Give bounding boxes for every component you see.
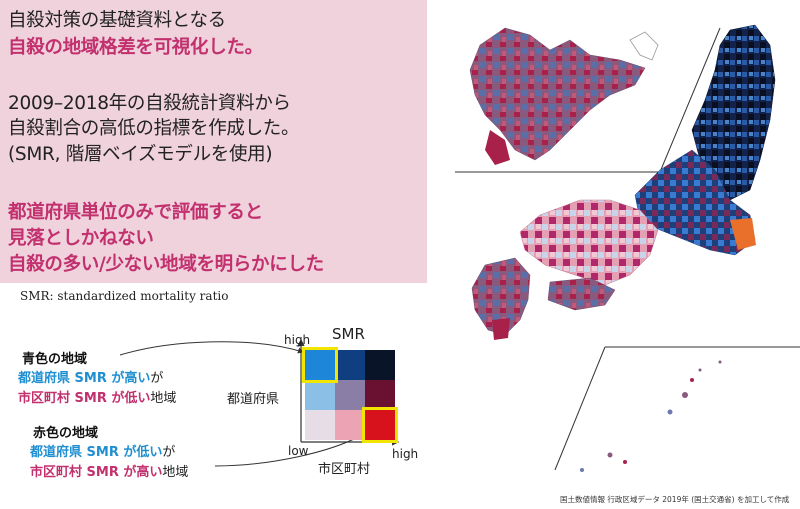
legend-highlight-blue (302, 347, 338, 383)
northern-islands-outline (629, 31, 659, 61)
blue-connector-arrow (119, 341, 304, 356)
blue-region-line-1: 都道府県 SMR が高いが (18, 370, 163, 388)
summary-line-1: 自殺対策の基礎資料となる (8, 10, 226, 31)
summary-line-8: 自殺の多い/少ない地域を明らかにした (8, 254, 324, 275)
map-credit: 国土数値情報 行政区域データ 2019年 (国土交通省) を加工して作成 (560, 495, 790, 504)
legend-cell-r0-c2 (365, 350, 395, 380)
summary-line-2: 自殺の地域格差を可視化した。 (8, 37, 263, 58)
y-axis-high-label: high (284, 333, 311, 347)
legend-cell-r1-c1 (335, 380, 365, 410)
kanto-coast-region (730, 218, 756, 250)
legend-cell-r0-c0 (305, 350, 335, 380)
summary-line-6: 都道府県単位のみで評価すると (8, 202, 263, 223)
red-region-line-2-suffix: 地域 (162, 465, 189, 480)
red-region-line-2: 市区町村 SMR が高い地域 (30, 464, 188, 482)
y-axis-title: 都道府県 (227, 392, 280, 407)
blue-region-line-2-suffix: 地域 (150, 391, 177, 406)
legend-highlight-red (362, 407, 398, 443)
legend-cell-r2-c0 (305, 410, 335, 440)
x-axis-high-label: high (392, 447, 419, 461)
legend-cell-r1-c2 (365, 380, 395, 410)
summary-line-3: 2009–2018年の自殺統計資料から (8, 93, 291, 114)
x-axis-title: 市区町村 (318, 462, 371, 477)
kinki-chugoku-region (519, 199, 659, 286)
inset-frame-hokkaido-side (659, 27, 721, 173)
legend-cell-r0-c1 (335, 350, 365, 380)
okinawa-islands (580, 360, 722, 472)
bivariate-title: SMR (332, 325, 365, 343)
kyushu-region (471, 257, 531, 336)
red-region-line-2-text: 市区町村 SMR が高い (30, 465, 163, 480)
blue-region-line-2-text: 市区町村 SMR が低い (18, 391, 151, 406)
red-region-line-1: 都道府県 SMR が低いが (30, 444, 175, 462)
legend-connectors (119, 338, 400, 467)
legend-cell-r1-c0 (305, 380, 335, 410)
legend-cell-r2-c1 (335, 410, 365, 440)
kyushu-south-region (492, 318, 510, 340)
blue-region-line-1-suffix: が (150, 371, 164, 386)
summary-line-5: (SMR, 階層ベイズモデルを使用) (8, 144, 273, 165)
red-region-line-1-text: 都道府県 SMR が低い (30, 445, 163, 460)
red-region-title: 赤色の地域 (33, 426, 99, 441)
summary-line-4: 自殺割合の高低の指標を作成した。 (8, 118, 300, 139)
legend-cell-r2-c2 (365, 410, 395, 440)
hokkaido-south-region (485, 130, 510, 165)
hokkaido-region (469, 27, 646, 161)
red-region-line-1-suffix: が (162, 445, 176, 460)
blue-region-title: 青色の地域 (22, 352, 88, 367)
bivariate-legend-grid (302, 347, 398, 443)
footnote-smr: SMR: standardized mortality ratio (20, 289, 229, 303)
shikoku-region (547, 277, 616, 311)
blue-region-line-2: 市区町村 SMR が低い地域 (18, 390, 176, 408)
summary-line-7: 見落としかねない (8, 228, 154, 249)
japan-map (455, 24, 800, 472)
inset-frame-okinawa-side (554, 346, 606, 471)
summary-panel: 自殺対策の基礎資料となる 自殺の地域格差を可視化した。 2009–2018年の自… (0, 0, 427, 283)
axis-low-label: low (288, 444, 309, 458)
blue-region-line-1-text: 都道府県 SMR が高い (18, 371, 151, 386)
